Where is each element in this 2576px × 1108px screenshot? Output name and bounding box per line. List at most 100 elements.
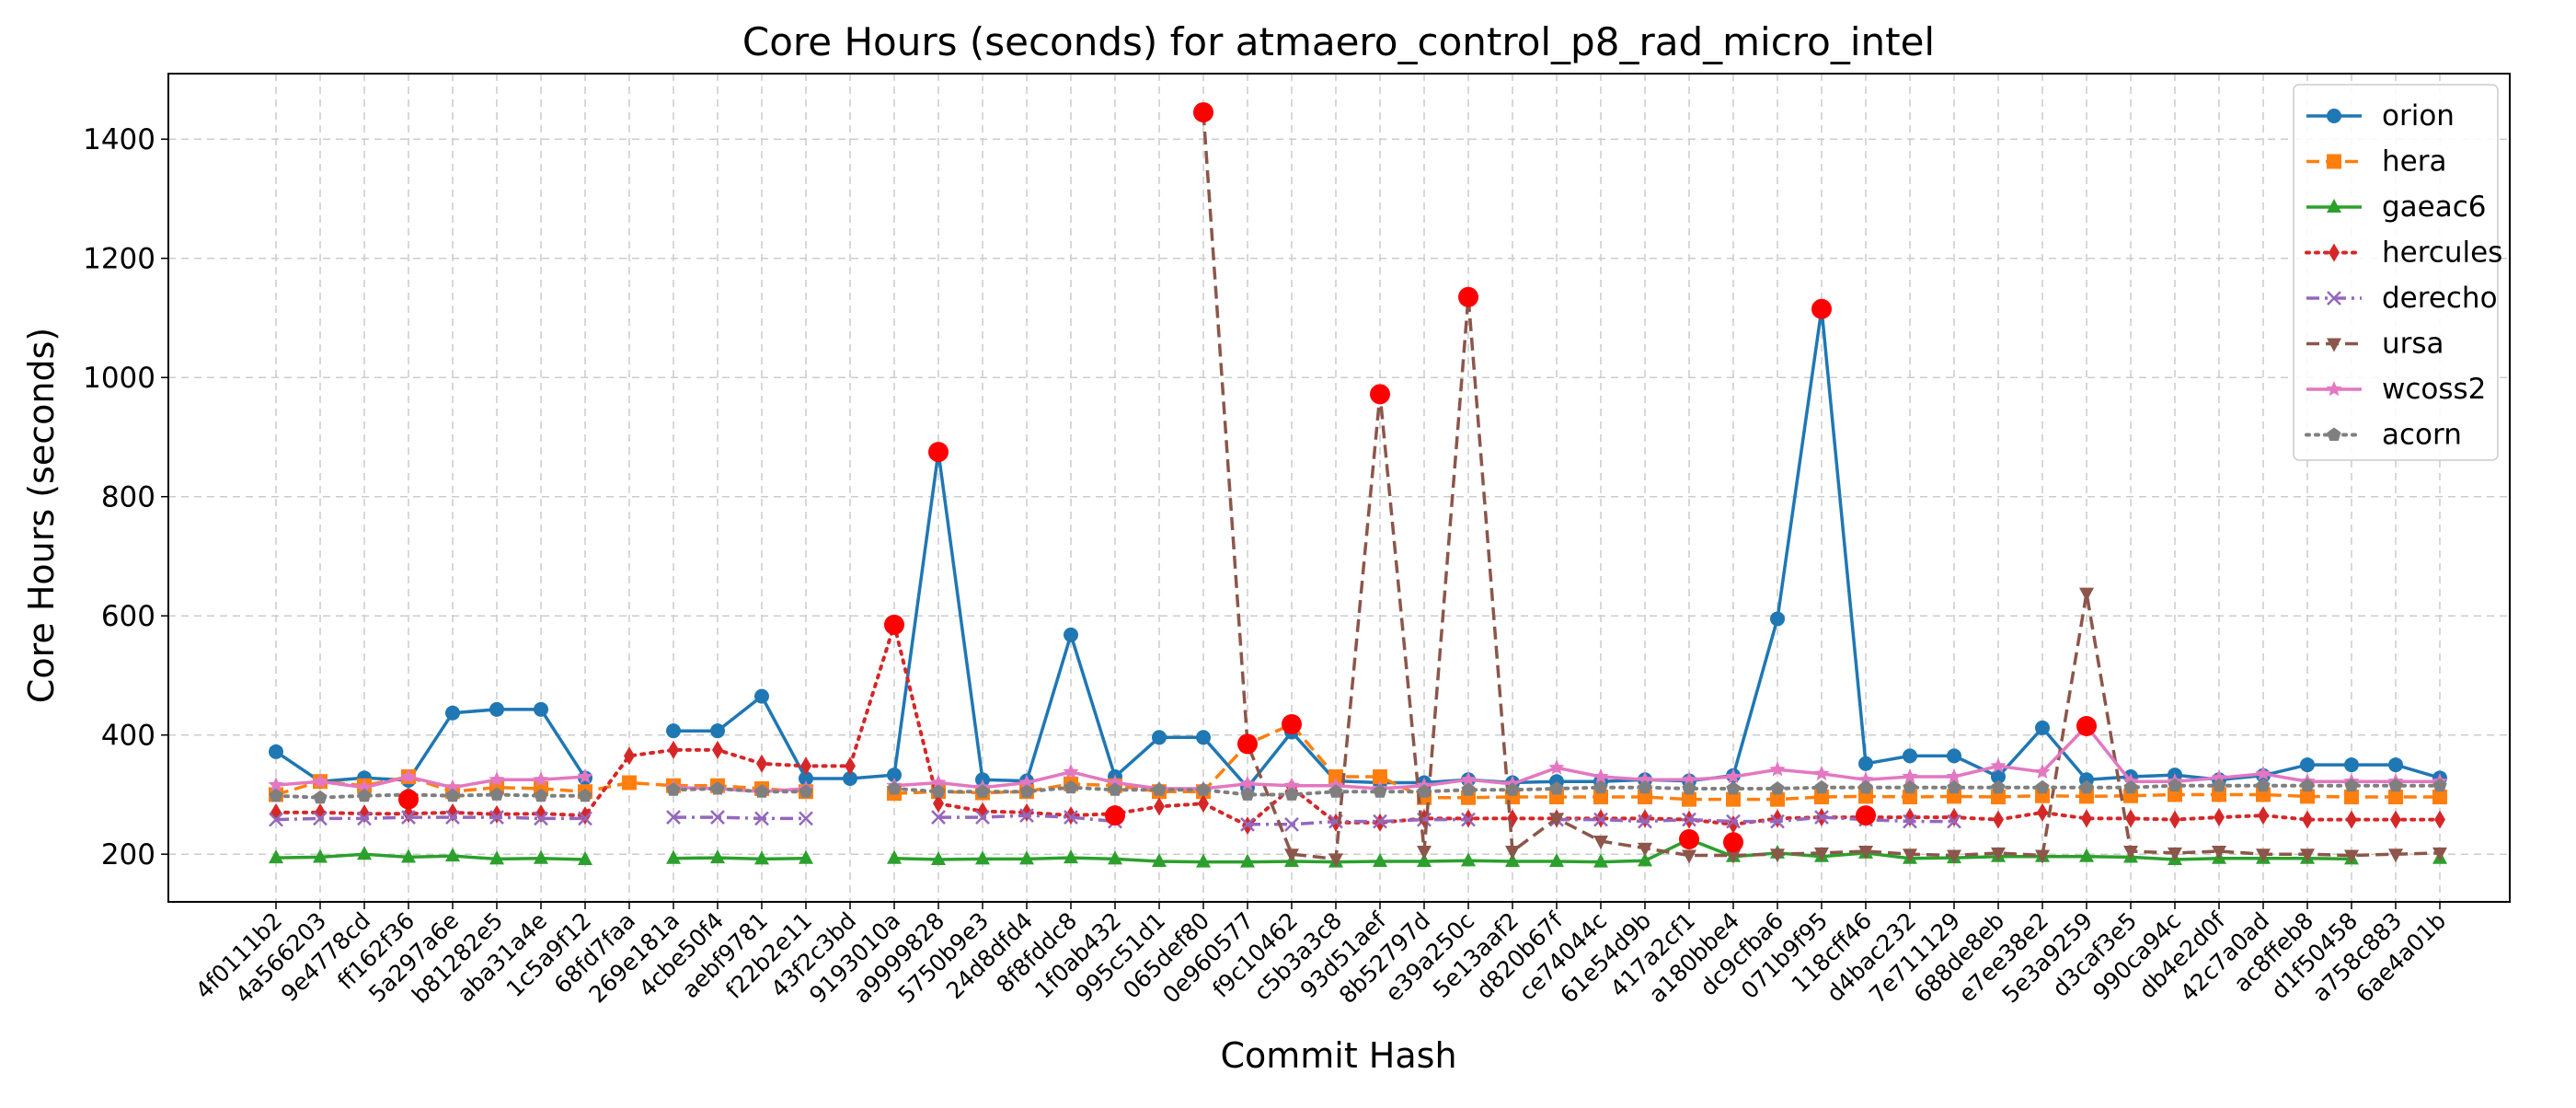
gaeac6-point bbox=[313, 848, 328, 863]
acorn-point bbox=[1373, 784, 1387, 798]
series-hercules bbox=[270, 615, 2445, 836]
wcoss2-point bbox=[1681, 771, 1697, 787]
wcoss2-point bbox=[1239, 775, 1256, 791]
orion-point bbox=[1770, 611, 1785, 627]
orion-point bbox=[489, 701, 504, 717]
acorn-point bbox=[1152, 782, 1167, 796]
ursa-point bbox=[1284, 848, 1299, 863]
wcoss2-point bbox=[1637, 771, 1653, 787]
acorn-point bbox=[578, 788, 592, 802]
gaeac6-point bbox=[799, 849, 813, 864]
hercules-point bbox=[2214, 808, 2225, 827]
legend-entry-derecho: derecho bbox=[2306, 282, 2498, 315]
gaeac6-point bbox=[401, 848, 416, 863]
acorn-point bbox=[931, 784, 946, 798]
gaeac6-point bbox=[1019, 850, 1034, 865]
hercules-point bbox=[624, 746, 635, 766]
derecho-line bbox=[1557, 815, 1954, 824]
highlight-point bbox=[1679, 829, 1699, 850]
acorn-point bbox=[313, 790, 328, 804]
hera-point bbox=[1373, 769, 1387, 785]
legend-entry-acorn: acorn bbox=[2305, 419, 2462, 452]
legend: orion hera gaeac6 hercules derecho ursa wcoss2… bbox=[2293, 84, 2502, 461]
orion-point bbox=[1947, 748, 1961, 764]
acorn-point bbox=[975, 784, 990, 798]
derecho-point bbox=[1682, 812, 1696, 827]
ursa-point bbox=[2388, 848, 2403, 863]
derecho-point bbox=[401, 810, 416, 825]
legend-label: hera bbox=[2382, 145, 2446, 179]
orion-point bbox=[1064, 627, 1078, 642]
acorn-point bbox=[2256, 778, 2271, 792]
hercules-point bbox=[668, 740, 679, 759]
gaeac6-point bbox=[534, 849, 548, 864]
acorn-point bbox=[2168, 778, 2182, 792]
series-gaeac6 bbox=[269, 831, 2447, 868]
legend-entry-wcoss2: wcoss2 bbox=[2306, 373, 2486, 406]
highlight-point bbox=[1723, 832, 1743, 853]
orion-point bbox=[754, 688, 769, 704]
legend-label: acorn bbox=[2382, 419, 2462, 452]
series-layer bbox=[268, 107, 2448, 868]
legend-marker bbox=[2327, 109, 2341, 123]
orion-point bbox=[666, 723, 681, 739]
hercules-point bbox=[2390, 810, 2401, 829]
derecho-point bbox=[975, 810, 990, 825]
acorn-point bbox=[754, 784, 769, 798]
wcoss2-point bbox=[2255, 765, 2271, 781]
highlight-point bbox=[1458, 286, 1478, 307]
wcoss2-point bbox=[489, 771, 505, 787]
acorn-line bbox=[274, 792, 587, 800]
orion-point bbox=[2035, 720, 2050, 735]
acorn-point bbox=[1903, 779, 1917, 794]
legend-box bbox=[2293, 84, 2499, 461]
tick-layer: 4f0111b24a5662039e4778cdff162f365a297a6e… bbox=[83, 123, 2451, 1009]
derecho-point bbox=[1373, 814, 1387, 829]
legend-label: orion bbox=[2382, 99, 2455, 133]
acorn-point bbox=[710, 781, 725, 795]
gaeac6-point bbox=[1549, 852, 1564, 867]
acorn-point bbox=[1814, 779, 1829, 794]
legend-label: wcoss2 bbox=[2382, 373, 2486, 406]
hera-point bbox=[622, 775, 637, 791]
wcoss2-point bbox=[1593, 768, 1609, 784]
highlight-point bbox=[2076, 715, 2097, 736]
derecho-point bbox=[1770, 814, 1785, 829]
wcoss2-point bbox=[1283, 777, 1300, 792]
orion-point bbox=[1152, 730, 1167, 745]
legend-marker bbox=[2327, 338, 2341, 352]
acorn-point bbox=[2079, 779, 2094, 794]
orion-point bbox=[887, 768, 902, 783]
orion-point bbox=[710, 723, 725, 739]
gaeac6-point bbox=[754, 850, 769, 865]
gaeac6-point bbox=[666, 849, 681, 864]
acorn-point bbox=[2300, 778, 2315, 792]
wcoss2-line bbox=[275, 775, 586, 790]
x-axis-label: Commit Hash bbox=[1220, 1035, 1456, 1076]
hera-point bbox=[2432, 790, 2447, 805]
ursa-point bbox=[1328, 853, 1343, 868]
legend-label: gaeac6 bbox=[2382, 190, 2487, 224]
gaeac6-point bbox=[2079, 848, 2094, 862]
chart-title: Core Hours (seconds) for atmaero_control… bbox=[742, 19, 1935, 64]
series-ursa bbox=[1196, 107, 2447, 868]
derecho-point bbox=[489, 810, 504, 825]
acorn-point bbox=[489, 787, 504, 801]
acorn-point bbox=[1108, 782, 1122, 796]
highlight-point bbox=[1370, 384, 1390, 405]
hercules-point bbox=[756, 754, 767, 773]
hercules-point bbox=[2258, 806, 2269, 825]
wcoss2-point bbox=[2034, 763, 2051, 779]
gaeac6-point bbox=[1505, 852, 1520, 867]
ursa-point bbox=[1947, 849, 1961, 864]
gaeac6-point bbox=[1461, 852, 1476, 867]
orion-point bbox=[1858, 756, 1873, 771]
gaeac6-point bbox=[1064, 849, 1078, 864]
derecho-point bbox=[357, 811, 372, 826]
wcoss2-point bbox=[1902, 768, 1918, 784]
legend-marker bbox=[2327, 154, 2341, 169]
ursa-point bbox=[1638, 842, 1652, 857]
derecho-point bbox=[1461, 812, 1476, 827]
hercules-point bbox=[1949, 808, 1960, 827]
